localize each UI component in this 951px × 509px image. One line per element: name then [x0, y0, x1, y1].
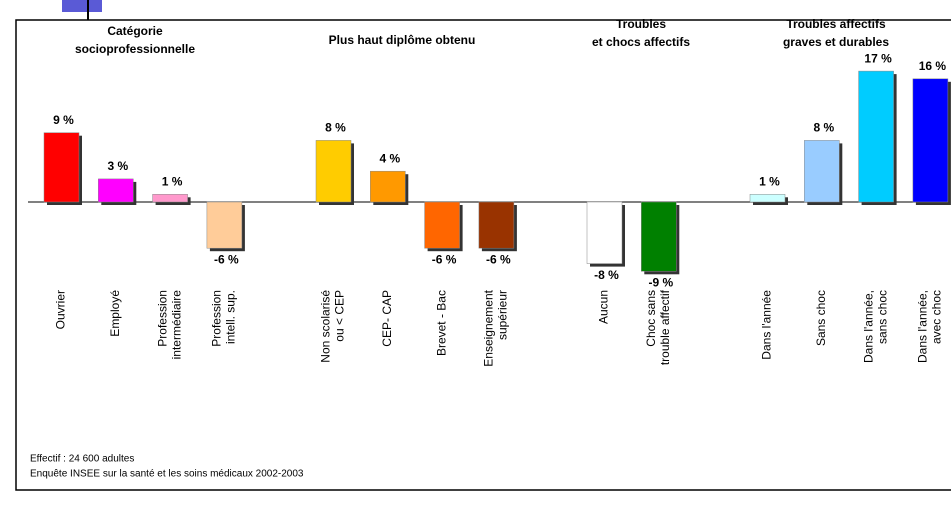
bar	[43, 132, 80, 203]
group-title: Troubles	[616, 17, 666, 31]
value-label: 8 %	[813, 121, 834, 135]
category-label: avec choc	[930, 290, 944, 344]
bar	[912, 78, 949, 203]
value-label: -6 %	[214, 252, 239, 266]
category-label: Ouvrier	[54, 290, 68, 329]
bar	[749, 194, 786, 203]
value-label: 16 %	[919, 59, 947, 73]
value-label: 3 %	[107, 159, 128, 173]
bar	[206, 201, 243, 249]
value-label: 8 %	[325, 121, 346, 135]
category-label: Dans l'année	[760, 290, 774, 360]
category-label: Dans l'année,	[861, 290, 875, 363]
category-label: supérieur	[496, 290, 510, 340]
footnote: Effectif : 24 600 adultes	[30, 454, 134, 465]
group-title: Troubles affectifs	[786, 17, 886, 31]
category-label: CEP- CAP	[380, 290, 394, 347]
bar	[152, 194, 188, 203]
category-label: trouble affectif	[658, 289, 672, 365]
value-label: 4 %	[379, 151, 400, 165]
bar	[804, 140, 840, 203]
category-label: sans choc	[875, 290, 889, 344]
category-label: Profession	[210, 290, 224, 347]
value-label: 1 %	[162, 174, 183, 188]
category-label: Sans choc	[814, 290, 828, 346]
footnote: Enquête INSEE sur la santé et les soins …	[30, 469, 304, 480]
frame	[15, 19, 951, 491]
category-label: intell. sup.	[224, 290, 238, 344]
bar	[858, 70, 894, 203]
decoration	[62, 0, 102, 12]
bar	[586, 201, 623, 264]
category-label: Aucun	[597, 290, 611, 324]
bar	[478, 201, 515, 249]
bar	[370, 170, 406, 203]
value-label: -6 %	[486, 252, 511, 266]
value-label: -6 %	[432, 252, 457, 266]
category-label: intermédiaire	[169, 290, 183, 360]
value-label: -8 %	[594, 268, 619, 282]
category-label: Choc sans	[644, 290, 658, 347]
bar	[315, 140, 352, 203]
category-label: Non scolarisé	[319, 290, 333, 363]
group-title: Catégorie	[107, 24, 163, 38]
group-title: socioprofessionnelle	[75, 42, 195, 56]
value-label: 9 %	[53, 113, 74, 127]
category-label: Dans l'année,	[916, 290, 930, 363]
category-label: ou < CEP	[333, 290, 347, 342]
bar	[641, 201, 677, 272]
bar	[424, 201, 460, 249]
group-title: graves et durables	[783, 35, 889, 49]
category-label: Enseignement	[482, 289, 496, 366]
value-label: -9 %	[648, 275, 673, 289]
group-title: Plus haut diplôme obtenu	[329, 33, 476, 47]
category-label: Employé	[108, 290, 122, 337]
category-label: Brevet - Bac	[434, 290, 448, 356]
value-label: 1 %	[759, 174, 780, 188]
value-label: 17 %	[864, 51, 892, 65]
category-label: Profession	[155, 290, 169, 347]
group-title: et chocs affectifs	[592, 35, 690, 49]
bar	[98, 178, 134, 203]
